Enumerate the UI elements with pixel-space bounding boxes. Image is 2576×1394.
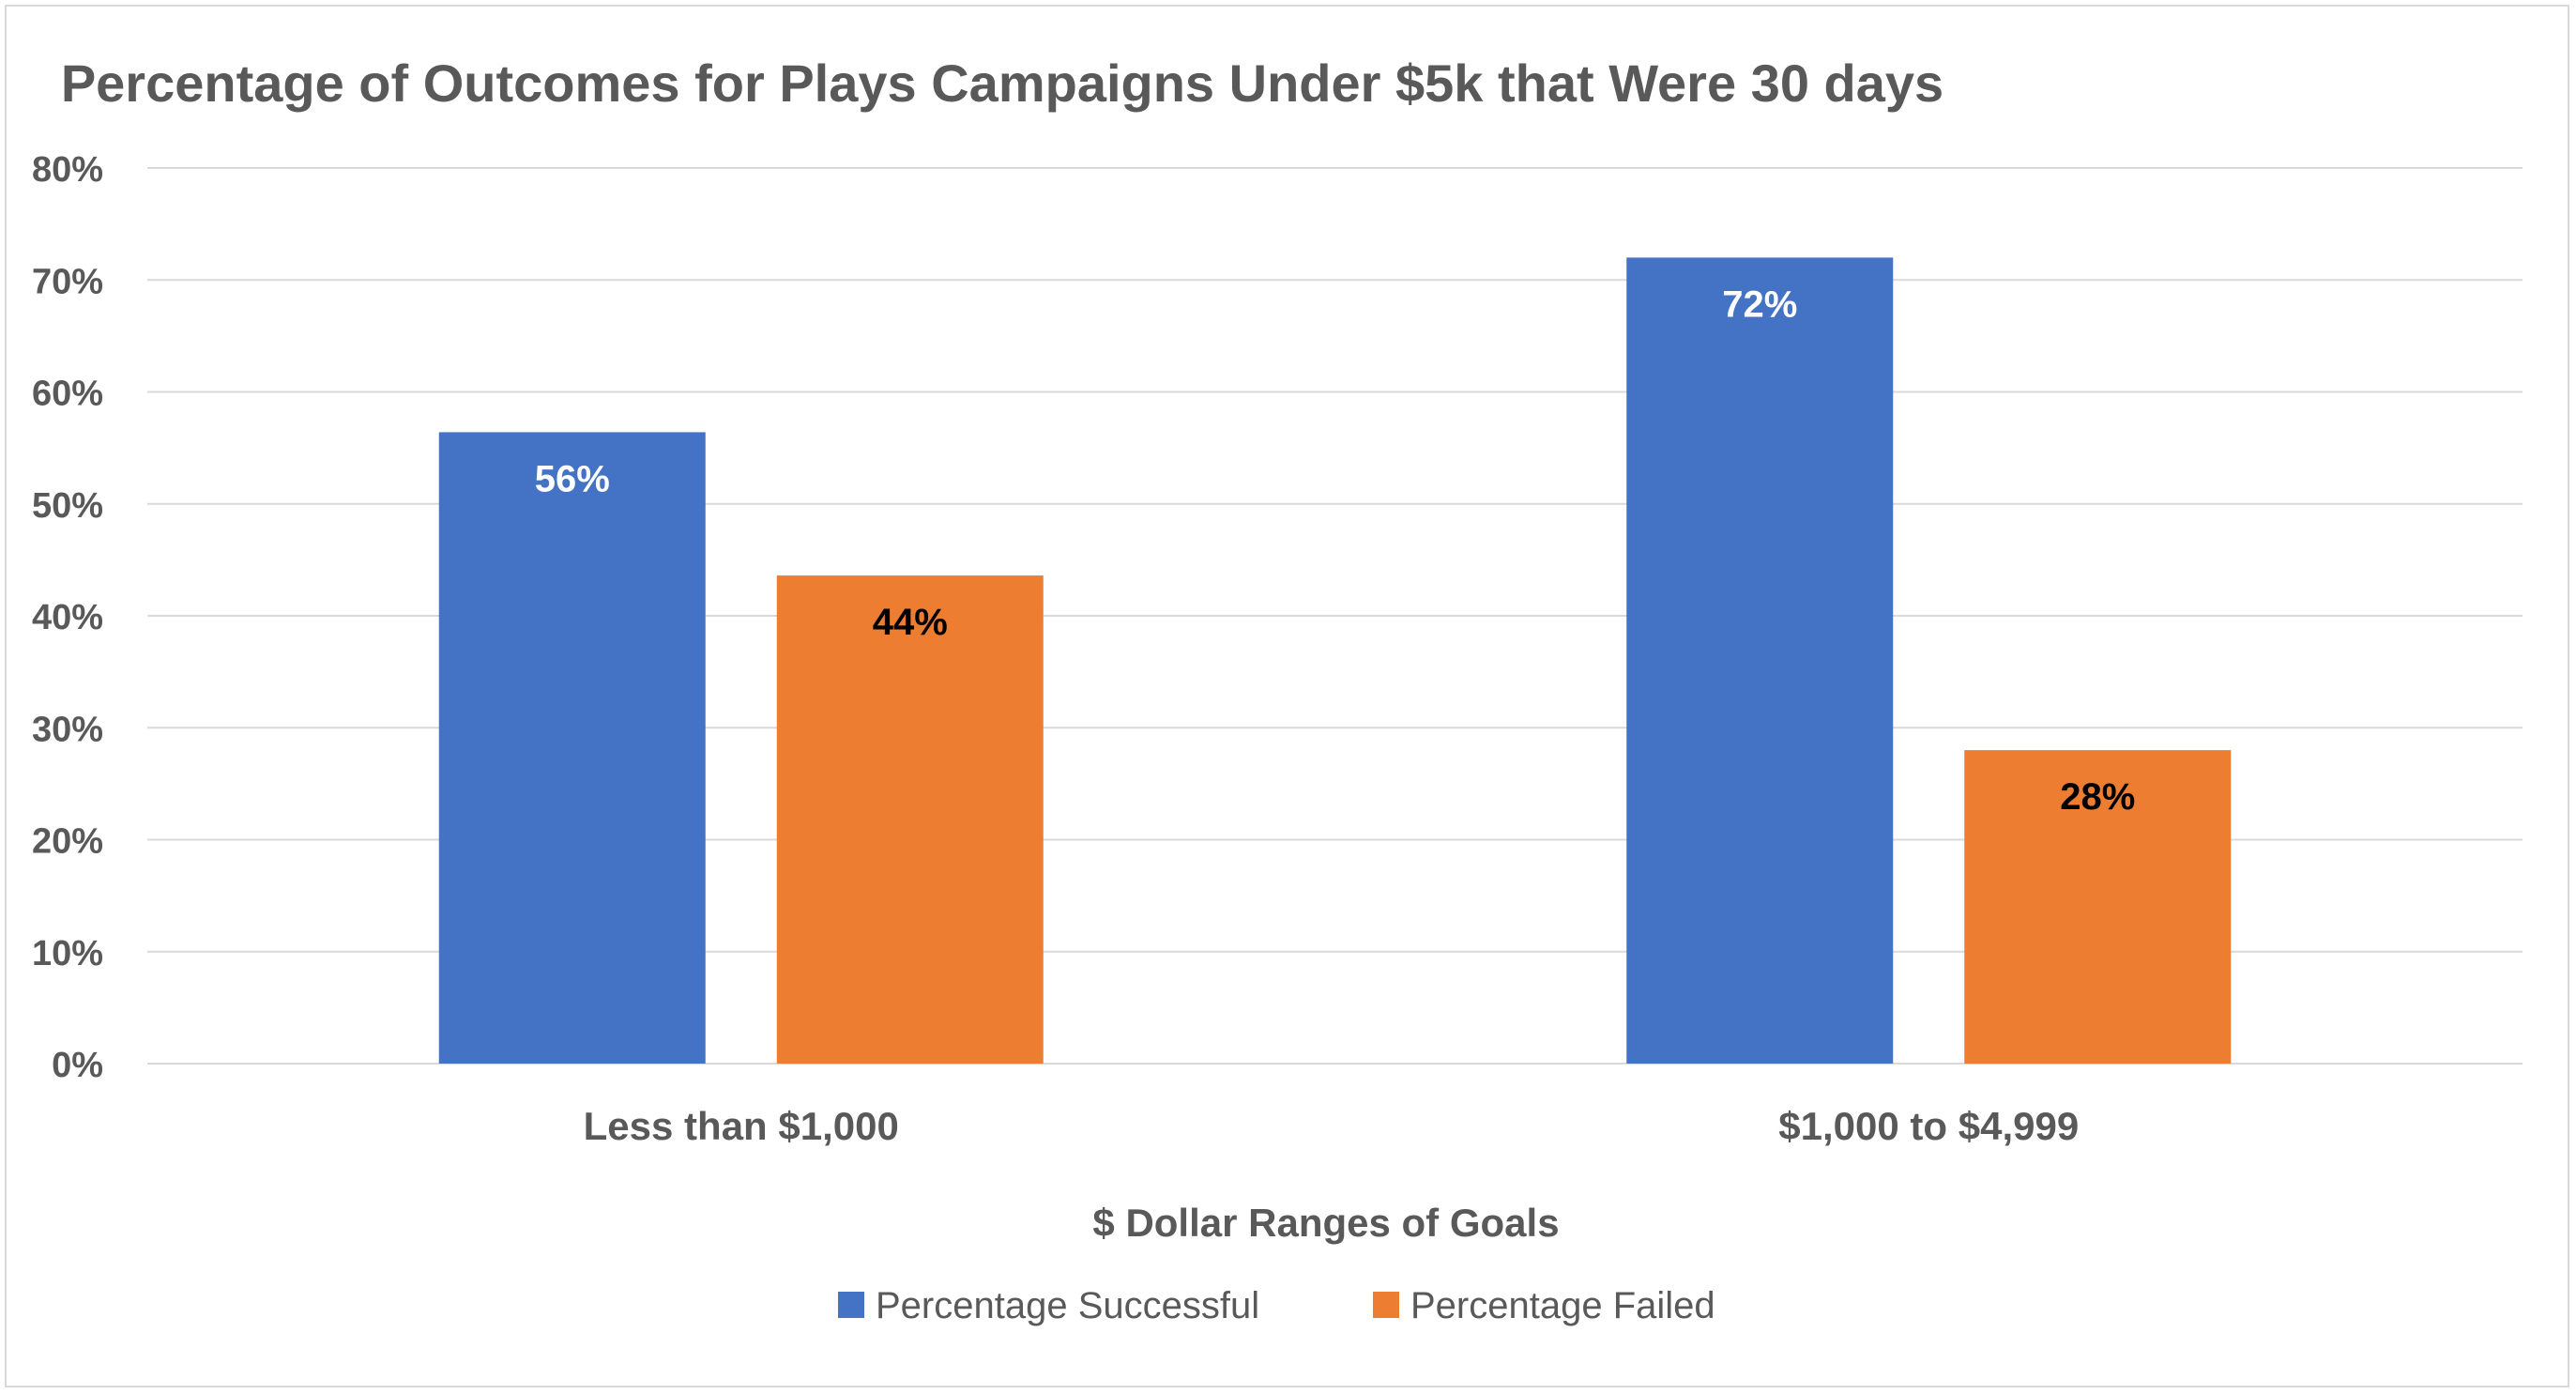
bar-failed-2 — [1964, 750, 2232, 1064]
chart-frame — [5, 5, 2569, 1387]
y-tick-label: 20% — [32, 822, 103, 862]
legend: Percentage Successful Percentage Failed — [838, 1285, 1715, 1326]
legend-label-failed: Percentage Failed — [1410, 1285, 1715, 1326]
x-category-label: Less than $1,000 — [584, 1104, 899, 1148]
legend-swatch-failed — [1373, 1292, 1399, 1318]
legend-swatch-successful — [838, 1292, 864, 1318]
data-label: 56% — [535, 458, 610, 499]
y-tick-label: 10% — [32, 934, 103, 973]
bars — [438, 257, 2232, 1064]
x-category-label: $1,000 to $4,999 — [1778, 1104, 2079, 1148]
chart-title: Percentage of Outcomes for Plays Campaig… — [61, 54, 1943, 113]
bar-failed-1 — [776, 575, 1044, 1064]
x-axis-title: $ Dollar Ranges of Goals — [1092, 1201, 1559, 1245]
y-axis-tick-labels: 0% 10% 20% 30% 40% 50% 60% 70% 80% — [32, 150, 103, 1085]
bar-successful-1 — [438, 432, 706, 1064]
data-label: 28% — [2060, 776, 2135, 818]
y-tick-label: 50% — [32, 486, 103, 526]
data-labels: 56% 44% 72% 28% — [535, 283, 2136, 818]
bar-successful-2 — [1626, 257, 1894, 1064]
x-axis-category-labels: Less than $1,000 $1,000 to $4,999 — [584, 1104, 2080, 1148]
y-tick-label: 60% — [32, 375, 103, 414]
legend-label-successful: Percentage Successful — [876, 1285, 1259, 1326]
data-label: 44% — [873, 602, 948, 643]
y-tick-label: 40% — [32, 598, 103, 637]
y-tick-label: 80% — [32, 150, 103, 190]
y-tick-label: 70% — [32, 262, 103, 301]
data-label: 72% — [1722, 283, 1797, 325]
y-tick-label: 0% — [52, 1046, 103, 1085]
y-tick-label: 30% — [32, 710, 103, 749]
